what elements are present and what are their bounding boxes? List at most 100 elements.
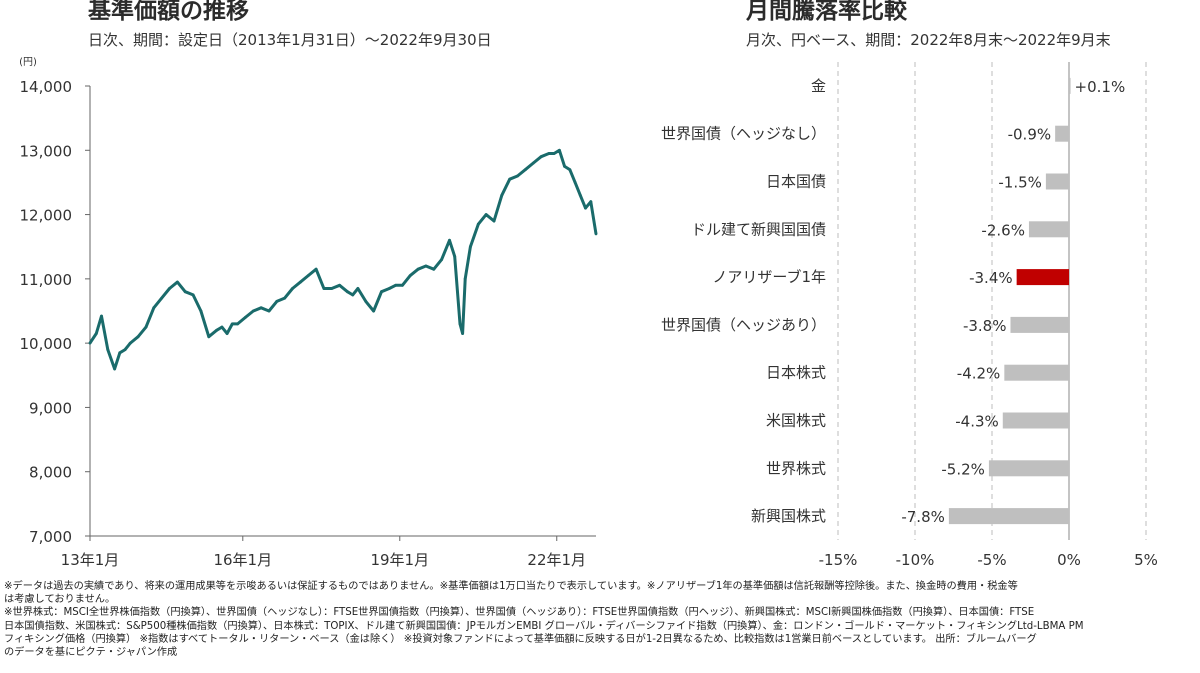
price-data-point bbox=[199, 309, 203, 313]
price-data-point bbox=[251, 309, 255, 313]
price-data-point bbox=[484, 213, 488, 217]
price-data-point bbox=[424, 264, 428, 268]
price-data-point bbox=[351, 293, 355, 297]
footnote-line: のデータを基にピクテ・ジャパン作成 bbox=[4, 647, 178, 659]
footnote-line: フィキシング価格（円換算） ※指数はすべてトータル・リターン・ベース（金は除く）… bbox=[4, 633, 1037, 645]
x-tick-label: 16年1月 bbox=[213, 551, 272, 569]
price-data-point bbox=[100, 314, 103, 318]
x-tick-label: 13年1月 bbox=[61, 551, 120, 569]
bar-value-label: -4.2% bbox=[957, 365, 1001, 383]
price-data-point bbox=[94, 332, 98, 335]
footnote-line: は考慮しておりません。 bbox=[4, 594, 116, 606]
price-data-point bbox=[547, 152, 551, 155]
price-data-point bbox=[531, 161, 535, 165]
price-data-point bbox=[168, 287, 171, 290]
price-data-point bbox=[573, 181, 577, 184]
bar-value-label: +0.1% bbox=[1075, 78, 1126, 96]
bar bbox=[1002, 412, 1069, 429]
price-data-point bbox=[144, 325, 148, 329]
price-data-point bbox=[440, 258, 443, 261]
y-tick-label: 10,000 bbox=[20, 335, 73, 353]
category-label: 新興国株式 bbox=[751, 507, 826, 525]
y-tick-label: 14,000 bbox=[20, 78, 73, 96]
price-data-point bbox=[291, 287, 294, 290]
price-data-point bbox=[463, 277, 467, 281]
bar-value-label: -0.9% bbox=[1008, 126, 1052, 144]
price-data-point bbox=[476, 222, 480, 226]
price-data-point bbox=[453, 255, 457, 258]
footnote-line: ※世界株式：MSCI全世界株価指数（円換算）、世界国債（ヘッジなし）：FTSE世… bbox=[4, 607, 1035, 619]
price-data-point bbox=[123, 348, 127, 351]
price-data-point bbox=[225, 332, 229, 335]
left-chart-subtitle: 日次、期間：設定日（2013年1月31日）～2022年9月30日 bbox=[88, 31, 492, 49]
footnotes: ※データは過去の実績であり、将来の運用成果等を示唆あるいは保証するものではありま… bbox=[4, 580, 1196, 659]
price-data-point bbox=[338, 283, 341, 287]
category-label: 米国株式 bbox=[766, 412, 826, 430]
x-tick-label: -5% bbox=[977, 551, 1006, 569]
price-data-point bbox=[267, 309, 271, 313]
price-data-point bbox=[113, 367, 116, 371]
y-tick-label: 8,000 bbox=[29, 464, 72, 482]
bar bbox=[948, 508, 1069, 525]
left-chart-title: 基準価額の推移 bbox=[88, 0, 249, 24]
price-data-point bbox=[516, 174, 519, 178]
y-tick-label: 11,000 bbox=[20, 271, 73, 289]
price-data-point bbox=[469, 245, 472, 249]
price-data-point bbox=[432, 267, 436, 271]
x-tick-label: 0% bbox=[1057, 551, 1081, 569]
category-label: 世界国債（ヘッジあり） bbox=[661, 316, 826, 334]
price-data-point bbox=[500, 193, 504, 197]
price-data-point bbox=[88, 341, 92, 345]
category-label: 世界国債（ヘッジなし） bbox=[661, 125, 826, 143]
price-data-point bbox=[275, 300, 279, 303]
price-data-point bbox=[136, 335, 140, 339]
y-tick-label: 13,000 bbox=[20, 142, 73, 160]
price-data-point bbox=[448, 238, 451, 242]
price-data-point bbox=[508, 177, 512, 181]
category-label: 世界株式 bbox=[766, 459, 826, 477]
price-data-point bbox=[594, 232, 598, 236]
price-data-point bbox=[152, 306, 156, 310]
price-data-point bbox=[306, 274, 310, 277]
bar-value-label: -2.6% bbox=[981, 221, 1025, 239]
x-tick-label: 22年1月 bbox=[527, 551, 586, 569]
price-data-point bbox=[387, 287, 391, 290]
price-line-chart: (円) 7,000 8,000 9,000 10,000 11,000 12,000 13,0… bbox=[19, 57, 598, 569]
price-data-point bbox=[558, 148, 561, 152]
right-chart-subtitle: 月次、円ベース、期間：2022年8月末～2022年9月末 bbox=[746, 31, 1111, 49]
price-data-point bbox=[118, 351, 122, 355]
price-data-point bbox=[330, 287, 334, 290]
y-tick-label: 9,000 bbox=[29, 399, 72, 417]
price-data-point bbox=[408, 274, 412, 277]
price-data-point bbox=[183, 290, 187, 294]
bar bbox=[988, 460, 1069, 477]
price-data-point bbox=[458, 322, 462, 326]
price-data-point bbox=[259, 306, 263, 310]
category-label: 日本国債 bbox=[766, 173, 826, 191]
right-chart-title: 月間騰落率比較 bbox=[746, 0, 907, 24]
price-data-point bbox=[578, 193, 582, 197]
price-data-point bbox=[244, 316, 247, 319]
bar-value-label: -4.3% bbox=[955, 413, 999, 431]
price-data-point bbox=[283, 296, 287, 300]
price-data-point bbox=[160, 296, 164, 300]
price-data-point bbox=[539, 155, 543, 159]
bar-value-label: -1.5% bbox=[998, 174, 1042, 192]
footnote-line: 日本国債指数、米国株式：S&P500種株価指数（円換算）、日本株式：TOPIX、… bbox=[4, 620, 1084, 632]
price-data-point bbox=[128, 341, 132, 345]
category-label: ドル建て新興国国債 bbox=[691, 220, 826, 238]
price-data-point bbox=[236, 322, 240, 326]
price-data-point bbox=[401, 283, 404, 287]
bar-value-label: -3.8% bbox=[963, 317, 1007, 335]
category-label: 金 bbox=[811, 77, 826, 95]
bar bbox=[1004, 364, 1069, 381]
bar bbox=[1010, 316, 1069, 333]
bar bbox=[1016, 269, 1069, 286]
price-data-point bbox=[230, 322, 234, 326]
price-data-point bbox=[584, 206, 587, 210]
price-data-point bbox=[416, 267, 420, 271]
price-data-point bbox=[220, 325, 224, 329]
price-data-point bbox=[563, 165, 566, 168]
monthly-return-bar-chart: -15% -10% -5% 0% 5% 金 +0.1% 世界国債（ヘッジなし） -0.9% 日本国… bbox=[661, 62, 1158, 569]
x-tick-label: -10% bbox=[896, 551, 935, 569]
